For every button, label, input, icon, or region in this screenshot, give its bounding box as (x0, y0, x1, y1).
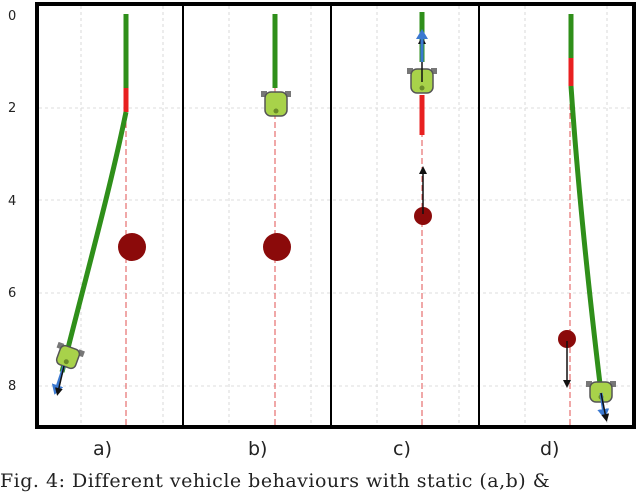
obstacle-static-a (118, 233, 146, 261)
obstacle-dynamic-c (414, 207, 432, 225)
y-tick-8: 8 (8, 379, 16, 394)
path-d-curve (568, 85, 603, 385)
vehicle-a (55, 341, 85, 370)
path-a-swerve (59, 111, 129, 373)
y-tick-2: 2 (8, 101, 16, 116)
vehicle-b (261, 91, 291, 117)
figure-caption: Fig. 4: Different vehicle behaviours wit… (0, 470, 551, 492)
panel-b (261, 14, 291, 261)
panel-label-a: a) (93, 438, 112, 460)
figure-canvas: 0 2 4 6 8 (8, 2, 636, 460)
velocity-arrow-d (600, 392, 610, 422)
y-axis: 0 2 4 6 8 (8, 9, 16, 394)
panel-dividers (182, 4, 480, 427)
panel-a (51, 14, 146, 396)
y-tick-4: 4 (8, 194, 16, 209)
panel-label-d: d) (540, 438, 559, 460)
velocity-arrow-a (55, 365, 65, 396)
panel-label-b: b) (248, 438, 267, 460)
obstacle-dynamic-d (558, 330, 576, 348)
panel-c (407, 12, 437, 225)
y-tick-6: 6 (8, 286, 16, 301)
panel-d (558, 14, 616, 422)
obstacle-static-b (263, 233, 291, 261)
horizontal-grid (39, 107, 632, 387)
y-tick-0: 0 (8, 9, 16, 24)
panel-label-c: c) (393, 438, 411, 460)
plot-frame (35, 2, 636, 429)
